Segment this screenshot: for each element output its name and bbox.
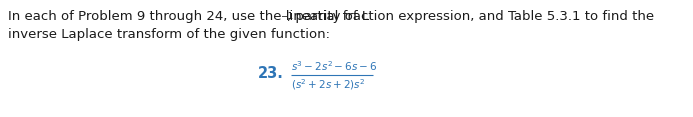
Text: 23.: 23. — [258, 66, 284, 80]
Text: $s^3−2s^2−6s−6$: $s^3−2s^2−6s−6$ — [291, 59, 378, 73]
Text: $(s^2+2s+2)s^2$: $(s^2+2s+2)s^2$ — [291, 77, 366, 92]
Text: inverse Laplace transform of the given function:: inverse Laplace transform of the given f… — [8, 28, 330, 41]
Text: −1: −1 — [280, 12, 294, 21]
Text: , partial fraction expression, and Table 5.3.1 to find the: , partial fraction expression, and Table… — [288, 10, 654, 23]
Text: In each of Problem 9 through 24, use the linearity of L: In each of Problem 9 through 24, use the… — [8, 10, 369, 23]
